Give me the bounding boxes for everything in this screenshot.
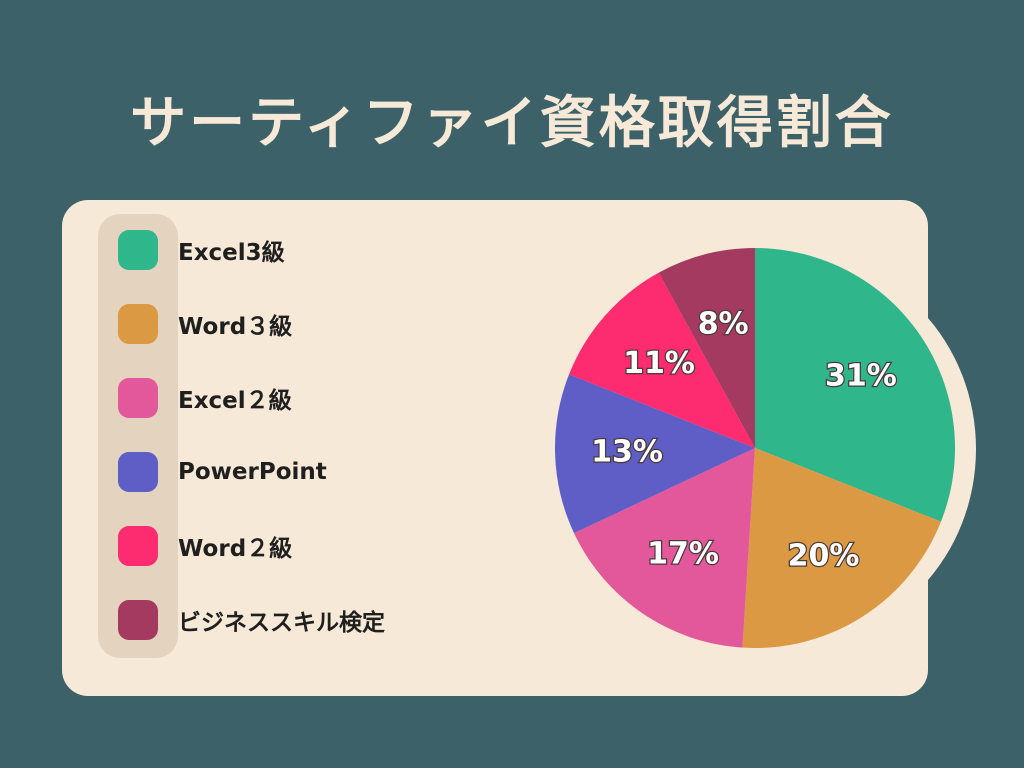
data-label-excel3: 31% bbox=[825, 359, 897, 394]
data-label-business-skill: 8% bbox=[698, 307, 749, 342]
pie-slice-business-skill bbox=[658, 248, 755, 448]
data-label-word3: 20% bbox=[788, 539, 860, 574]
data-label-word2: 11% bbox=[623, 346, 695, 381]
pie-slice-powerpoint bbox=[554, 374, 755, 534]
page-title: サーティファイ資格取得割合 bbox=[130, 91, 894, 156]
pie-slice-word3 bbox=[742, 448, 941, 648]
legend-swatch-bar bbox=[98, 214, 178, 658]
data-label-excel2: 17% bbox=[647, 536, 719, 571]
pie-slice-excel3 bbox=[755, 248, 955, 522]
data-label-powerpoint: 13% bbox=[591, 435, 663, 470]
pie-slice-excel2 bbox=[574, 448, 755, 648]
pie-slice-word2 bbox=[569, 272, 755, 448]
